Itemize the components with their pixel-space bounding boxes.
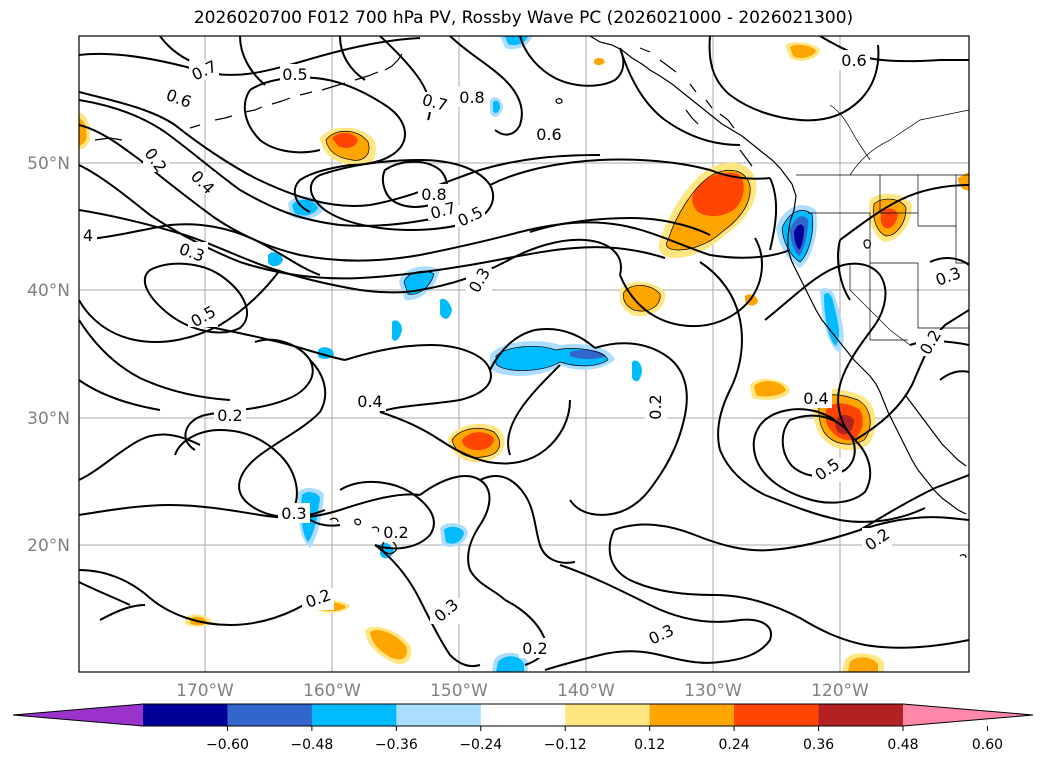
contour-label: 0.4: [357, 392, 382, 411]
lon-label-140w: 140°W: [557, 681, 615, 701]
map-border: [78, 35, 970, 673]
political-borders: [796, 104, 969, 346]
contour-label: 0.4: [803, 389, 828, 408]
contour-label: 0.2: [646, 394, 665, 419]
lat-label-30n: 30°N: [27, 409, 70, 429]
colorbar-segment: [565, 704, 651, 726]
positive-anomaly-shading: [79, 42, 969, 672]
lon-label-150w: 150°W: [430, 681, 488, 701]
colorbar-segment: [480, 704, 566, 726]
colorbar-segment: [818, 704, 904, 726]
contour-label: 0.6: [536, 125, 561, 144]
colorbar-extend-left: [13, 704, 143, 726]
colorbar-tick-label: −0.24: [459, 737, 502, 753]
pv-contours: [79, 36, 969, 671]
contour-label: 0.2: [217, 406, 242, 425]
colorbar-segment: [396, 704, 482, 726]
colorbar-tick-label: 0.60: [972, 737, 1003, 753]
colorbar-segment: [143, 704, 228, 726]
colorbar-outline: [12, 703, 1034, 727]
colorbar-tick-label: 0.24: [719, 737, 750, 753]
map-title: 2026020700 F012 700 hPa PV, Rossby Wave …: [193, 8, 854, 28]
lon-label-170w: 170°W: [176, 681, 234, 701]
lon-label-130w: 130°W: [684, 681, 742, 701]
contour-label: 0.2: [383, 523, 408, 542]
contour-label: 0.5: [282, 65, 307, 84]
colorbar: −0.60 −0.48 −0.36 −0.24 −0.12 0.12 0.24 0.36 0.4…: [12, 703, 1034, 753]
lat-label-20n: 20°N: [27, 536, 70, 556]
lat-label-40n: 40°N: [27, 281, 70, 301]
colorbar-segment: [311, 704, 397, 726]
contour-label: 0.8: [459, 88, 484, 107]
lat-label-50n: 50°N: [27, 154, 70, 174]
colorbar-segment: [734, 704, 820, 726]
colorbar-tick-label: −0.12: [544, 737, 587, 753]
colorbar-extend-right: [903, 704, 1033, 726]
contour-label: 4: [83, 226, 93, 245]
colorbar-tick-label: 0.48: [887, 737, 918, 753]
contour-label: 0.6: [841, 51, 866, 70]
colorbar-segment: [649, 704, 735, 726]
contour-label: 0.8: [421, 185, 446, 204]
contour-label: 0.3: [281, 504, 306, 523]
colorbar-segment: [227, 704, 313, 726]
colorbar-tick-label: 0.12: [634, 737, 665, 753]
lon-label-120w: 120°W: [811, 681, 869, 701]
colorbar-tick-label: −0.60: [206, 737, 249, 753]
contour-label: 0.2: [522, 639, 547, 658]
contour-labels: 0.7 0.5 0.6 0.7 0.8 0.6 0.6 0.2 0.4 0.8 …: [79, 50, 969, 658]
colorbar-tick-label: 0.36: [803, 737, 834, 753]
colorbar-tick-label: −0.48: [290, 737, 333, 753]
colorbar-tick-label: −0.36: [375, 737, 418, 753]
lon-label-160w: 160°W: [303, 681, 361, 701]
